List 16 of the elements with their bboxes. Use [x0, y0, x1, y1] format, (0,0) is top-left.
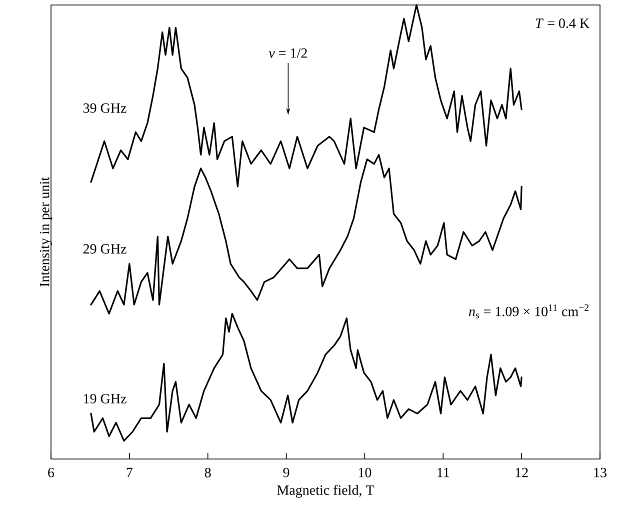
series-label: 19 GHz [84, 394, 126, 404]
x-tick-label: 11 [438, 468, 450, 478]
annotation: v = 1/2 [268, 48, 307, 58]
x-tick-label: 12 [516, 468, 528, 478]
x-tick-label: 7 [126, 468, 133, 478]
series-label: 29 GHz [83, 244, 126, 254]
annotation: T = 0.4 K [536, 18, 590, 28]
x-tick-label: 6 [48, 468, 54, 478]
x-tick-label: 10 [358, 468, 372, 478]
x-tick-label: 9 [283, 468, 290, 478]
x-tick-label: 8 [204, 468, 211, 478]
annotation: n$_{s}$ = 1.09 × 10$^{11}$ cm$^{−2}$ [468, 304, 589, 318]
x-tick-label: 13 [594, 468, 606, 478]
y-axis-title: Intensity in per unit [40, 177, 52, 287]
x-axis-title: Magnetic field, T [277, 484, 374, 498]
series-label: 39 GHz [83, 103, 126, 113]
